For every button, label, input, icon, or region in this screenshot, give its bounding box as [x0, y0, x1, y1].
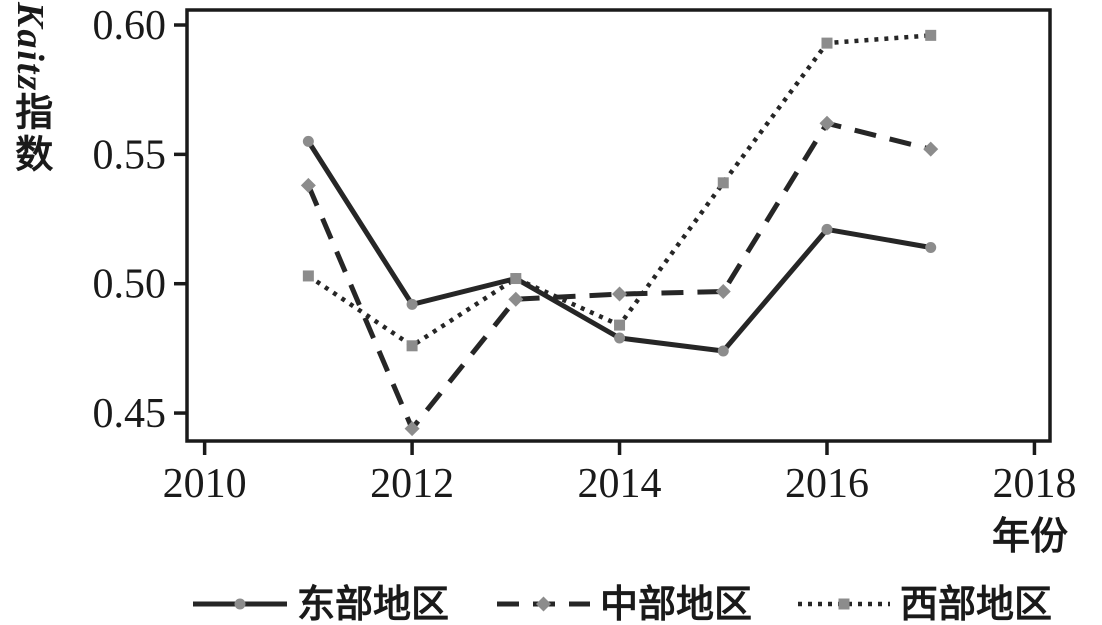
x-tick-label: 2018: [992, 461, 1076, 507]
data-point-square: [717, 177, 729, 189]
legend-marker-square: [838, 598, 850, 610]
data-point-square: [302, 270, 314, 282]
series-line-dashed: [306, 120, 932, 434]
data-point-diamond: [612, 286, 628, 302]
data-point-square: [821, 37, 833, 49]
y-tick-label: 0.55: [93, 132, 167, 178]
data-point-diamond: [300, 177, 316, 193]
legend-marker-diamond: [536, 596, 551, 612]
data-point-diamond: [508, 291, 524, 307]
x-tick-label: 2010: [163, 461, 247, 507]
x-axis-label: 年份: [992, 516, 1068, 558]
data-point-circle: [614, 332, 626, 344]
data-point-circle: [406, 298, 418, 310]
y-tick-label: 0.50: [93, 262, 167, 308]
data-point-circle: [821, 223, 833, 235]
y-axis-label-latin: Kaitz: [8, 2, 51, 93]
data-point-square: [406, 340, 418, 352]
legend-label: 东部地区: [297, 584, 449, 625]
axes-frame: [185, 8, 1052, 443]
y-tick-label: 0.45: [93, 391, 167, 437]
data-point-diamond: [819, 115, 835, 131]
x-tick-label: 2016: [785, 461, 869, 507]
legend-label: 中部地区: [600, 584, 752, 625]
y-axis-label: Kaitz指数: [8, 2, 51, 177]
x-tick-label: 2012: [370, 461, 454, 507]
data-point-circle: [925, 241, 937, 253]
y-tick-label: 0.60: [93, 3, 167, 49]
data-point-square: [925, 29, 937, 41]
series-line-solid: [306, 140, 932, 354]
legend-label: 西部地区: [900, 584, 1052, 625]
x-tick-label: 2014: [578, 461, 662, 507]
legend-marker-circle: [234, 598, 246, 610]
data-point-square: [614, 319, 626, 331]
data-point-circle: [717, 345, 729, 357]
data-point-circle: [302, 135, 314, 147]
data-point-diamond: [715, 283, 731, 299]
data-point-square: [510, 273, 522, 285]
y-axis-label-cjk: 指数: [8, 92, 51, 177]
data-point-diamond: [404, 421, 420, 437]
data-point-diamond: [923, 141, 939, 157]
